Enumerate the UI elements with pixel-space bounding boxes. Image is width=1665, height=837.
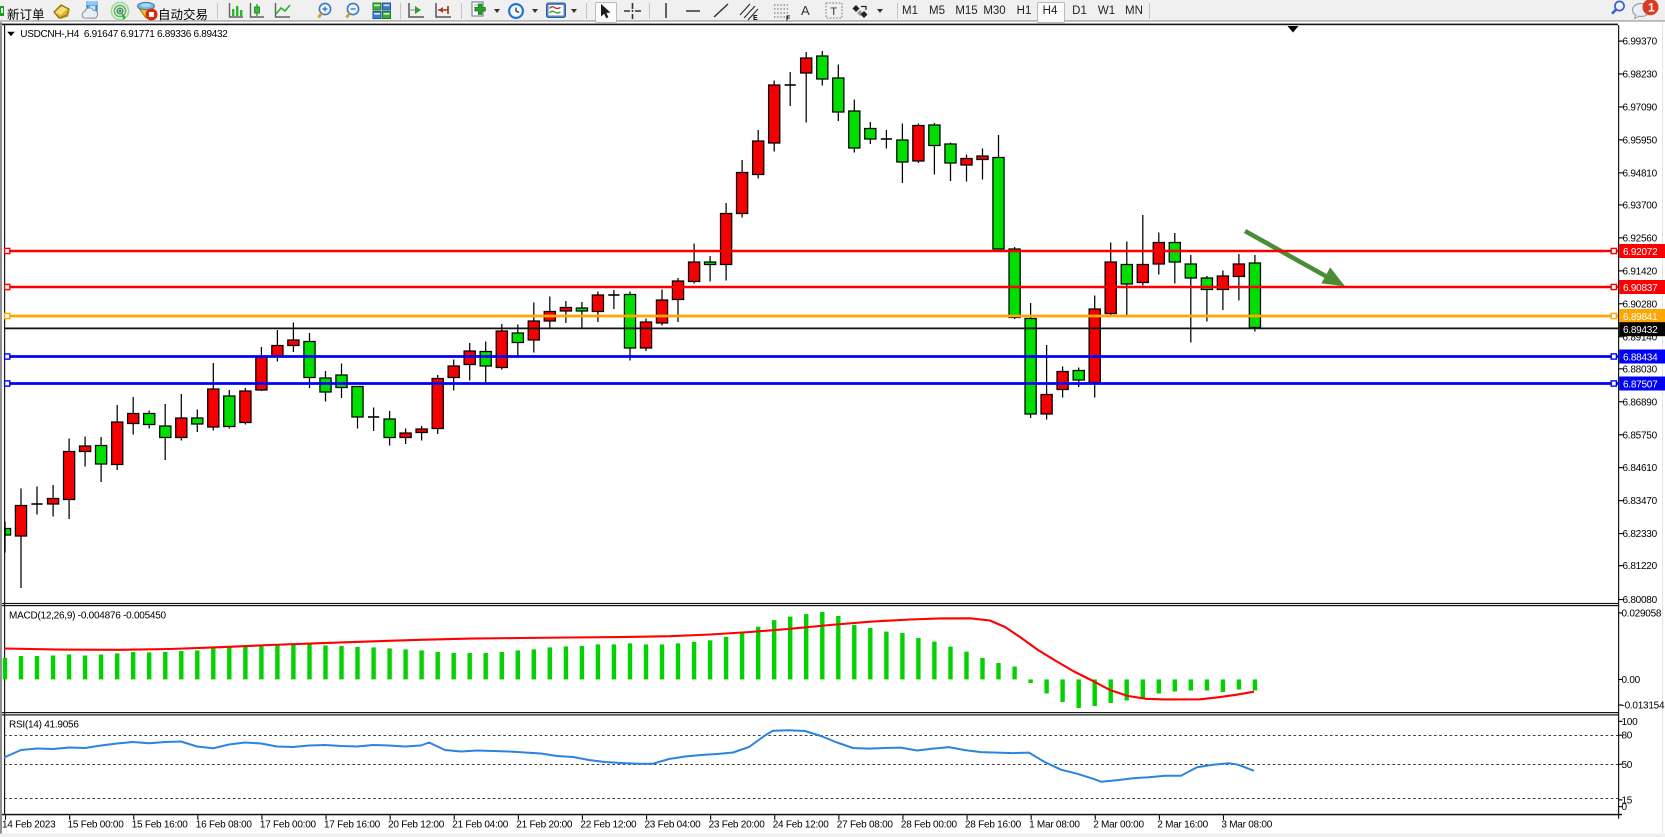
svg-text:6.83470: 6.83470 (1623, 496, 1658, 507)
svg-text:21 Feb 20:00: 21 Feb 20:00 (516, 820, 573, 831)
svg-text:15 Feb 16:00: 15 Feb 16:00 (132, 820, 189, 831)
svg-text:6.95950: 6.95950 (1623, 135, 1658, 146)
svg-text:6.81220: 6.81220 (1623, 561, 1658, 572)
svg-text:28 Feb 16:00: 28 Feb 16:00 (965, 820, 1022, 831)
svg-text:16 Feb 08:00: 16 Feb 08:00 (196, 820, 253, 831)
svg-text:1 Mar 08:00: 1 Mar 08:00 (1029, 820, 1080, 831)
svg-text:3 Mar 08:00: 3 Mar 08:00 (1221, 820, 1272, 831)
svg-text:17 Feb 00:00: 17 Feb 00:00 (260, 820, 317, 831)
svg-text:14 Feb 2023: 14 Feb 2023 (2, 820, 56, 831)
svg-text:15 Feb 00:00: 15 Feb 00:00 (68, 820, 125, 831)
svg-text:6.84610: 6.84610 (1623, 463, 1658, 474)
svg-text:6.82330: 6.82330 (1623, 529, 1658, 540)
svg-text:6.98230: 6.98230 (1623, 70, 1658, 81)
svg-text:23 Feb 20:00: 23 Feb 20:00 (709, 820, 766, 831)
svg-text:6.94810: 6.94810 (1623, 168, 1658, 179)
svg-text:6.97090: 6.97090 (1623, 103, 1658, 114)
svg-text:RSI(14) 41.9056: RSI(14) 41.9056 (9, 720, 79, 731)
svg-text:21 Feb 04:00: 21 Feb 04:00 (452, 820, 509, 831)
svg-text:100: 100 (1622, 717, 1639, 728)
svg-text:-0.013154: -0.013154 (1622, 701, 1665, 712)
svg-text:6.89432: 6.89432 (1623, 325, 1658, 336)
svg-text:0: 0 (1622, 802, 1628, 813)
svg-text:24 Feb 12:00: 24 Feb 12:00 (773, 820, 830, 831)
svg-text:50: 50 (1622, 760, 1633, 771)
svg-text:28 Feb 00:00: 28 Feb 00:00 (901, 820, 958, 831)
svg-text:27 Feb 08:00: 27 Feb 08:00 (837, 820, 894, 831)
svg-text:6.90280: 6.90280 (1623, 299, 1658, 310)
svg-text:6.91420: 6.91420 (1623, 266, 1658, 277)
svg-text:6.92072: 6.92072 (1623, 247, 1658, 258)
svg-text:6.80080: 6.80080 (1623, 595, 1658, 606)
svg-text:6.88434: 6.88434 (1623, 352, 1658, 363)
svg-text:0.029058: 0.029058 (1622, 609, 1662, 620)
svg-text:F: F (786, 16, 791, 22)
svg-text:6.92560: 6.92560 (1623, 233, 1658, 244)
svg-text:15: 15 (1622, 795, 1633, 806)
svg-text:2 Mar 16:00: 2 Mar 16:00 (1157, 820, 1208, 831)
svg-text:6.89841: 6.89841 (1623, 312, 1658, 323)
svg-text:USDCNH-,H4 6.91647 6.91771 6.: USDCNH-,H4 6.91647 6.91771 6.89336 6.894… (20, 29, 228, 40)
svg-text:6.90837: 6.90837 (1623, 283, 1658, 294)
svg-text:6.88030: 6.88030 (1623, 364, 1658, 375)
svg-text:6.85750: 6.85750 (1623, 430, 1658, 441)
svg-text:22 Feb 12:00: 22 Feb 12:00 (580, 820, 637, 831)
svg-text:1: 1 (1648, 1, 1655, 15)
svg-text:20 Feb 12:00: 20 Feb 12:00 (388, 820, 445, 831)
svg-text:17 Feb 16:00: 17 Feb 16:00 (324, 820, 381, 831)
svg-text:6.99370: 6.99370 (1623, 37, 1658, 48)
svg-text:0.00: 0.00 (1622, 675, 1641, 686)
svg-text:6.87507: 6.87507 (1623, 379, 1658, 390)
svg-text:80: 80 (1622, 731, 1633, 742)
svg-text:6.89140: 6.89140 (1623, 332, 1658, 343)
svg-text:MACD(12,26,9) -0.004876 -0.005: MACD(12,26,9) -0.004876 -0.005450 (9, 611, 167, 622)
svg-text:T: T (830, 6, 837, 18)
svg-text:6.86890: 6.86890 (1623, 397, 1658, 408)
svg-text:E: E (753, 15, 758, 21)
svg-text:6.93700: 6.93700 (1623, 201, 1658, 212)
svg-text:23 Feb 04:00: 23 Feb 04:00 (645, 820, 702, 831)
svg-text:2 Mar 00:00: 2 Mar 00:00 (1093, 820, 1144, 831)
